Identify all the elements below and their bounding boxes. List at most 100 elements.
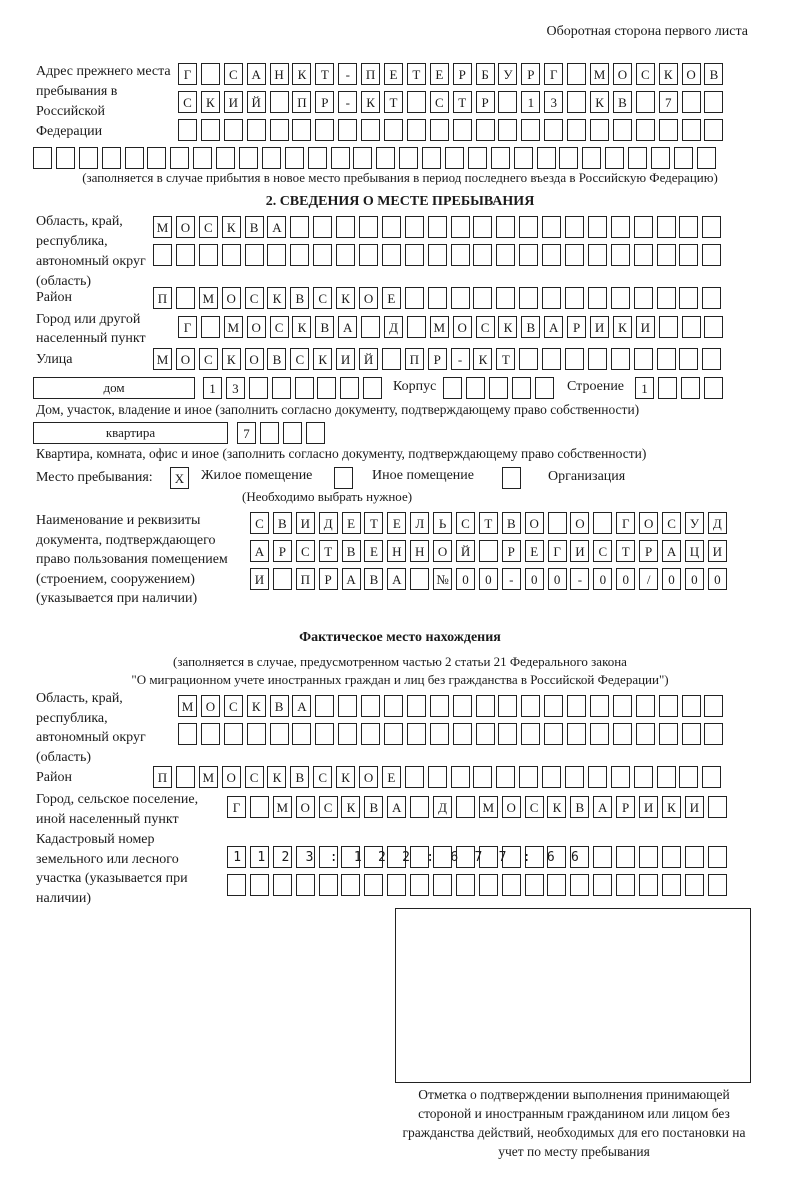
char-box[interactable]: [295, 874, 315, 896]
char-box[interactable]: [612, 119, 632, 141]
char-box[interactable]: И: [635, 316, 655, 338]
char-box[interactable]: [519, 766, 539, 788]
char-box[interactable]: [246, 119, 266, 141]
char-box[interactable]: [170, 147, 190, 169]
char-box[interactable]: О: [175, 348, 195, 370]
char-box[interactable]: К: [221, 348, 241, 370]
char-box[interactable]: [406, 723, 426, 745]
char-box[interactable]: [193, 147, 213, 169]
char-box[interactable]: [536, 147, 556, 169]
char-box[interactable]: [534, 377, 554, 399]
char-box[interactable]: И: [684, 796, 704, 818]
char-box[interactable]: С: [198, 216, 218, 238]
char-box[interactable]: [427, 244, 447, 266]
char-box[interactable]: [178, 723, 197, 745]
char-box[interactable]: М: [178, 695, 197, 717]
char-box[interactable]: [200, 63, 220, 85]
char-box[interactable]: [610, 244, 630, 266]
char-box[interactable]: [475, 119, 495, 141]
char-box[interactable]: С: [290, 348, 310, 370]
char-box[interactable]: [707, 874, 727, 896]
char-box[interactable]: А: [341, 568, 361, 590]
char-box[interactable]: А: [267, 216, 287, 238]
char-box[interactable]: А: [544, 316, 564, 338]
char-box[interactable]: К: [267, 287, 287, 309]
char-box[interactable]: К: [341, 796, 361, 818]
char-box[interactable]: В: [267, 348, 287, 370]
char-box[interactable]: Р: [567, 316, 587, 338]
char-box[interactable]: С: [593, 540, 613, 562]
char-box[interactable]: [702, 287, 722, 309]
char-box[interactable]: [704, 91, 724, 113]
char-box[interactable]: [590, 723, 610, 745]
char-box[interactable]: [521, 119, 541, 141]
char-box[interactable]: [452, 723, 472, 745]
char-box[interactable]: [657, 377, 677, 399]
char-box[interactable]: Г: [547, 540, 567, 562]
char-box[interactable]: [227, 846, 246, 868]
char-box[interactable]: [338, 119, 358, 141]
char-box[interactable]: А: [338, 316, 358, 338]
char-box[interactable]: [455, 846, 475, 868]
char-box[interactable]: С: [475, 316, 495, 338]
char-box[interactable]: [635, 695, 655, 717]
char-box[interactable]: [336, 216, 356, 238]
char-box[interactable]: Е: [429, 63, 449, 85]
char-box[interactable]: [455, 796, 475, 818]
char-box[interactable]: [429, 723, 449, 745]
char-box[interactable]: [633, 216, 653, 238]
char-box[interactable]: [704, 119, 724, 141]
char-box[interactable]: [445, 147, 465, 169]
char-box[interactable]: В: [244, 216, 264, 238]
char-box[interactable]: [639, 874, 659, 896]
char-box[interactable]: [565, 244, 585, 266]
stay-checkbox-organization[interactable]: [502, 467, 521, 489]
char-box[interactable]: Р: [452, 63, 472, 85]
char-box[interactable]: [427, 216, 447, 238]
char-box[interactable]: [567, 723, 587, 745]
char-box[interactable]: С: [635, 63, 655, 85]
char-box[interactable]: [429, 695, 449, 717]
char-box[interactable]: [272, 846, 292, 868]
char-box[interactable]: [475, 723, 495, 745]
char-box[interactable]: Й: [456, 540, 476, 562]
char-box[interactable]: [633, 348, 653, 370]
char-box[interactable]: [175, 244, 195, 266]
char-box[interactable]: Е: [387, 512, 407, 534]
char-box[interactable]: [404, 287, 424, 309]
char-box[interactable]: 0: [684, 568, 704, 590]
char-box[interactable]: [318, 874, 338, 896]
char-box[interactable]: [450, 216, 470, 238]
char-box[interactable]: К: [221, 216, 241, 238]
char-box[interactable]: С: [198, 348, 218, 370]
char-box[interactable]: [200, 316, 220, 338]
char-box[interactable]: С: [269, 316, 289, 338]
char-box[interactable]: С: [313, 287, 333, 309]
char-box[interactable]: [542, 287, 562, 309]
char-box[interactable]: №: [433, 568, 453, 590]
char-box[interactable]: [702, 766, 722, 788]
char-box[interactable]: Е: [384, 63, 404, 85]
char-box[interactable]: И: [295, 512, 315, 534]
char-box[interactable]: С: [429, 91, 449, 113]
char-box[interactable]: В: [269, 695, 289, 717]
char-box[interactable]: [656, 348, 676, 370]
char-box[interactable]: [587, 216, 607, 238]
char-box[interactable]: Р: [475, 91, 495, 113]
char-box[interactable]: [244, 244, 264, 266]
char-box[interactable]: К: [612, 316, 632, 338]
char-box[interactable]: [635, 723, 655, 745]
char-box[interactable]: [363, 377, 383, 399]
char-box[interactable]: [547, 846, 567, 868]
char-box[interactable]: А: [250, 540, 269, 562]
char-box[interactable]: [587, 766, 607, 788]
char-box[interactable]: [542, 216, 562, 238]
char-box[interactable]: 0: [707, 568, 727, 590]
char-box[interactable]: [633, 287, 653, 309]
char-box[interactable]: К: [658, 63, 678, 85]
char-box[interactable]: Й: [246, 91, 266, 113]
char-box[interactable]: [587, 244, 607, 266]
char-box[interactable]: О: [524, 512, 544, 534]
char-box[interactable]: [450, 287, 470, 309]
